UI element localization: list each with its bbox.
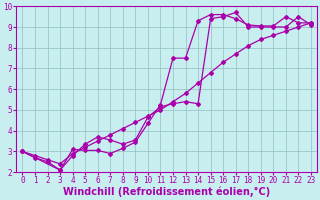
X-axis label: Windchill (Refroidissement éolien,°C): Windchill (Refroidissement éolien,°C) xyxy=(63,187,270,197)
